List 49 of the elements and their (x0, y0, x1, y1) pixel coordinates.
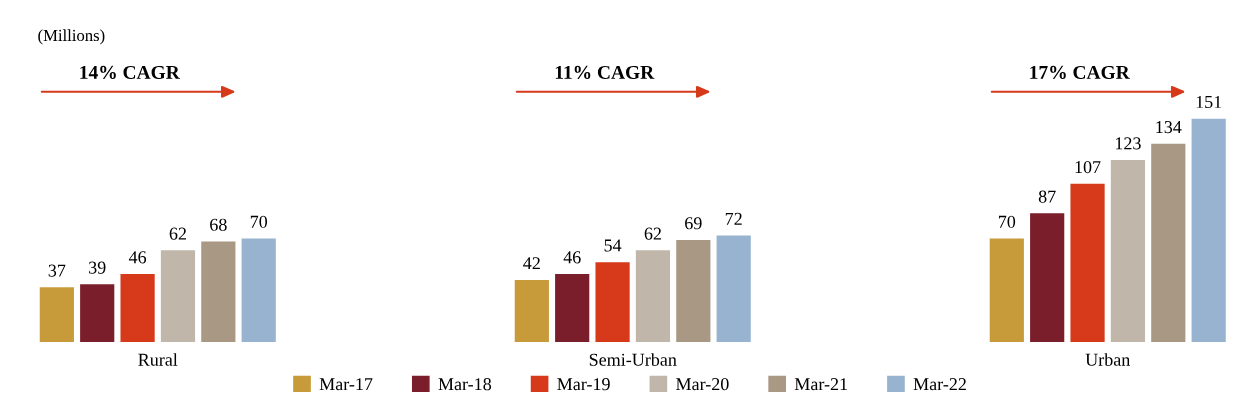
bar (201, 241, 236, 343)
bar (241, 238, 276, 343)
data-label: 46 (563, 251, 581, 264)
text: 17% CAGR (1030, 65, 1130, 80)
data-label: 123 (1115, 137, 1141, 150)
data-label: 62 (169, 227, 186, 240)
bar (80, 284, 115, 343)
bar (989, 238, 1024, 343)
bar (716, 235, 751, 343)
bar (514, 279, 549, 343)
legend-label: Mar-20 (676, 378, 729, 391)
data-label: 42 (523, 257, 540, 270)
data-label: 151 (1196, 95, 1222, 109)
data-label: 70 (250, 215, 268, 228)
text: 14% CAGR (80, 65, 180, 80)
data-label: 72 (725, 212, 742, 225)
data-label: 87 (1038, 190, 1056, 203)
legend-label: Mar-18 (438, 378, 492, 391)
bar (160, 250, 196, 343)
data-label: 134 (1156, 121, 1182, 134)
data-label: 69 (685, 217, 702, 230)
bar (120, 273, 155, 343)
legend-label: Mar-17 (319, 378, 373, 391)
legend-label: Mar-22 (913, 378, 966, 391)
bar (555, 273, 590, 343)
bar (635, 250, 671, 343)
bar (676, 239, 711, 343)
bar (1110, 160, 1146, 343)
data-label: 62 (644, 227, 661, 240)
data-label: 46 (128, 251, 147, 264)
bar (1151, 143, 1186, 343)
data-label: 54 (604, 239, 622, 252)
x-tick-label: Urban (1085, 353, 1131, 366)
data-label: 70 (998, 215, 1016, 228)
data-label: 37 (48, 264, 66, 277)
data-label: 107 (1075, 160, 1101, 174)
text: 11% CAGR (555, 65, 655, 80)
bar (1070, 183, 1105, 343)
bar (1030, 213, 1065, 343)
x-tick-label: Semi-Urban (589, 353, 677, 366)
x-tick-label: Rural (138, 353, 178, 366)
bar (595, 262, 630, 343)
data-label: 39 (89, 261, 106, 274)
bar (39, 287, 74, 343)
text: (Millions) (38, 29, 105, 45)
legend-label: Mar-19 (557, 378, 610, 391)
data-label: 68 (210, 218, 227, 231)
legend-label: Mar-21 (794, 378, 848, 391)
bar (1191, 118, 1226, 343)
